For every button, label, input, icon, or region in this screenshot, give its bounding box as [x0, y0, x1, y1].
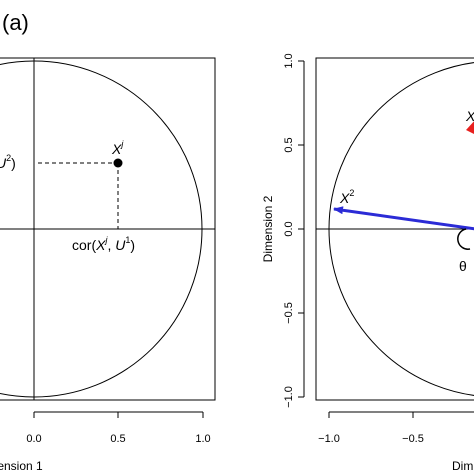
partial-red-arrow: [466, 121, 474, 134]
angle-arc: [457, 228, 471, 250]
left-x-tick-label: 0.5: [110, 433, 125, 445]
left-x-axis-title: Dimension 1: [0, 459, 43, 473]
panel-label: (a): [2, 10, 29, 35]
right-x-tick-label: −1.0: [318, 433, 340, 445]
right-x-axis: −1.0 −0.5: [318, 411, 474, 445]
right-x-axis-title: Dim: [452, 459, 473, 473]
variable-point: [113, 158, 123, 168]
right-y-tick-label: 0.0: [283, 221, 295, 236]
angle-label: θ: [459, 258, 467, 274]
right-y-axis: 1.0 0.5 0.0 −0.5 −1.0: [283, 53, 305, 408]
right-x-tick-label: −0.5: [402, 433, 424, 445]
y-correlation-annotation: U2): [0, 153, 16, 171]
right-y-axis-title: Dimension 2: [261, 195, 275, 262]
left-x-tick-label: 1.0: [195, 433, 210, 445]
partial-variable-label: X: [465, 108, 474, 124]
left-panel: Xj U2) cor(Xj, U1) 0.0 0.5 1.0 Dimension…: [0, 57, 216, 473]
right-y-tick-label: 1.0: [283, 53, 295, 68]
right-y-tick-label: 0.5: [283, 137, 295, 152]
right-y-tick-label: −0.5: [283, 302, 295, 324]
arrow-label: X2: [339, 188, 354, 206]
right-panel: X2 θ X 1.0 0.5 0.0 −0.5 −1.0 Dimension 2…: [261, 53, 474, 473]
variable-arrow-x2: [333, 206, 474, 231]
left-x-tick-label: 0.0: [26, 433, 41, 445]
left-x-axis: 0.0 0.5 1.0: [26, 411, 211, 445]
x-correlation-annotation: cor(Xj, U1): [72, 235, 135, 253]
point-label: Xj: [111, 139, 124, 157]
right-y-tick-label: −1.0: [283, 386, 295, 408]
